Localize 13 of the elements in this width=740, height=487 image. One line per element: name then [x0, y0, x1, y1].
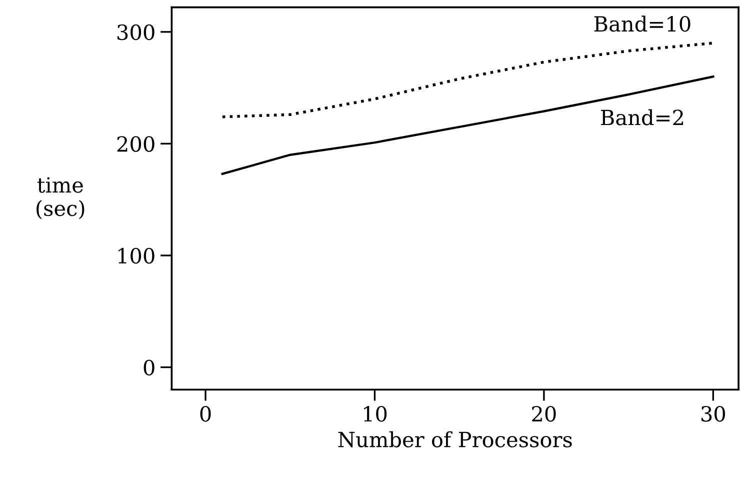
x-tick-label: 30 — [701, 406, 726, 422]
x-tick-label: 0 — [200, 406, 211, 422]
y-axis-title: time (sec) — [36, 177, 84, 220]
line-series — [221, 76, 714, 175]
y-tick-label: 300 — [118, 24, 154, 40]
x-tick-label: 10 — [364, 406, 387, 422]
y-tick-label: 100 — [118, 248, 154, 264]
y-tick-label: 200 — [117, 136, 154, 152]
x-tick-label: 20 — [532, 406, 556, 422]
x-axis-title: Number of Processors — [338, 431, 572, 448]
series-label: Band=10 — [594, 16, 690, 32]
series-label: Band=2 — [600, 109, 683, 126]
y-tick-label: 0 — [144, 360, 154, 376]
